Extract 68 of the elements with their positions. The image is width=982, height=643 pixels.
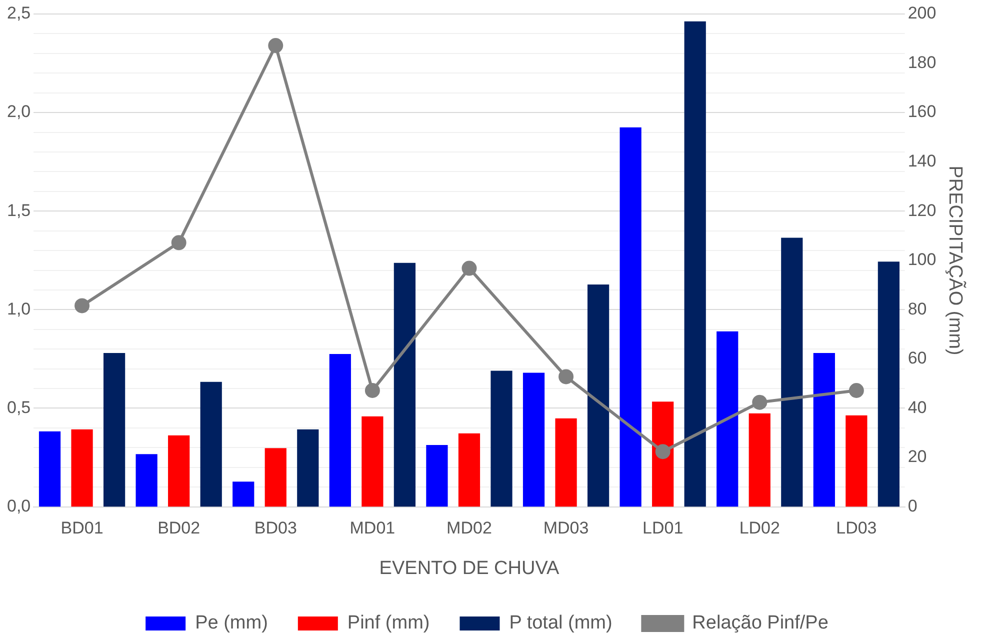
bar <box>232 482 254 507</box>
y2-tick-label: 120 <box>908 200 936 220</box>
y2-tick-label: 200 <box>908 4 936 23</box>
y2-tick-label: 40 <box>908 398 927 417</box>
point <box>462 260 477 276</box>
x-tick-label: BD01 <box>60 518 104 538</box>
bar <box>136 454 158 507</box>
bar <box>490 370 512 507</box>
y-tick-label: 1,0 <box>6 299 31 318</box>
legend-label: Relação Pinf/Pe <box>692 612 828 634</box>
bar <box>620 127 642 507</box>
y2-tick-label: 20 <box>908 447 927 466</box>
point <box>752 394 768 410</box>
point <box>74 298 90 314</box>
y-tick-label: 1,5 <box>6 200 31 220</box>
bar <box>362 416 384 507</box>
x-tick-label: MD01 <box>350 518 396 538</box>
bar <box>168 435 190 507</box>
legend-label: P total (mm) <box>509 612 612 634</box>
point <box>848 383 864 398</box>
x-tick-label: BD02 <box>158 518 200 538</box>
bar <box>264 448 286 507</box>
point <box>558 369 574 384</box>
point <box>364 383 380 398</box>
bar <box>684 21 706 507</box>
bar <box>458 433 480 507</box>
point <box>268 38 284 54</box>
point <box>171 235 186 250</box>
bar <box>878 262 900 507</box>
x-tick-label: LD03 <box>836 518 877 538</box>
bar <box>846 415 868 507</box>
y2-tick-label: 180 <box>908 52 936 72</box>
bar <box>71 429 93 507</box>
bar <box>103 353 126 507</box>
y-tick-label: 2,0 <box>6 102 31 122</box>
bar <box>587 284 610 507</box>
y2-tick-label: 60 <box>908 348 927 368</box>
legend-label: Pinf (mm) <box>347 612 430 634</box>
bar <box>426 444 448 507</box>
legend-label: Pe (mm) <box>195 612 268 634</box>
y-tick-label: 2,5 <box>6 4 31 23</box>
bar <box>555 418 577 507</box>
bar <box>813 353 835 507</box>
y2-tick-label: 160 <box>908 102 936 122</box>
x-tick-label: BD03 <box>254 518 297 538</box>
bar <box>522 372 545 507</box>
x-tick-label: LD01 <box>642 518 684 538</box>
point <box>655 444 670 460</box>
bar <box>716 331 738 507</box>
y-tick-label: 0,5 <box>6 398 31 417</box>
x-axis-title: EVENTO DE CHUVA <box>379 558 560 579</box>
bar <box>297 429 319 507</box>
x-tick-label: MD03 <box>543 518 589 538</box>
bar <box>652 402 674 507</box>
bar <box>200 382 222 507</box>
y2-tick-label: 0 <box>908 496 918 516</box>
bar <box>329 354 351 507</box>
y2-tick-label: 140 <box>908 152 936 171</box>
bar <box>394 262 416 507</box>
y2-tick-label: 100 <box>908 250 936 270</box>
y2-tick-label: 80 <box>908 299 927 318</box>
bar <box>748 413 770 507</box>
bar <box>781 238 803 507</box>
x-tick-label: LD02 <box>739 518 780 538</box>
y-tick-label: 0,0 <box>6 496 31 516</box>
bar <box>38 431 61 507</box>
x-tick-label: MD02 <box>446 518 492 538</box>
y2-axis-title: PRECIPITAÇÃO (mm) <box>944 166 966 356</box>
